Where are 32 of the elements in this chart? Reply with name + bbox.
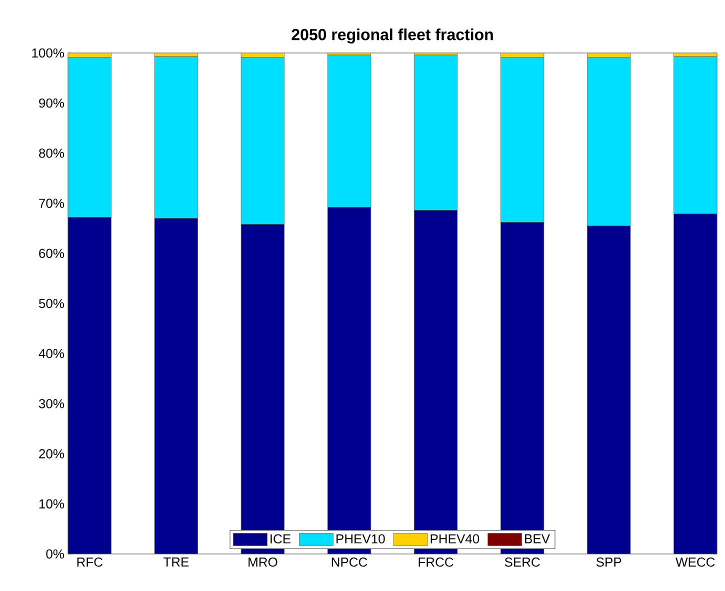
x-tick-label: RFC [77, 558, 102, 567]
legend-label: PHEV40 [430, 534, 480, 544]
x-tick-label: NPCC [332, 558, 368, 567]
y-tick-label: 60% [39, 248, 64, 258]
bar [674, 56, 718, 214]
y-tick-label: 20% [39, 449, 64, 458]
y-tick-label: 10% [39, 499, 64, 508]
x-tick-label: SERC [504, 558, 540, 567]
y-tick-label: 50% [38, 298, 64, 308]
y-tick-label: 30% [38, 399, 64, 408]
bar [500, 57, 544, 223]
legend-label: ICE [270, 534, 291, 544]
bar [154, 56, 198, 219]
x-tick-label: TRE [163, 558, 189, 566]
y-tick-label: 90% [39, 98, 64, 108]
x-tick-label: WECC [676, 558, 715, 567]
chart-title: 2050 regional fleet fraction [292, 28, 493, 44]
y-tick-label: 40% [38, 348, 64, 358]
y-tick-label: 70% [39, 198, 64, 208]
x-tick-label: SPP [596, 558, 622, 567]
bar [587, 57, 631, 226]
bar [240, 57, 285, 225]
y-tick-label: 0% [46, 549, 64, 559]
bar [68, 57, 112, 218]
legend-label: PHEV10 [336, 534, 385, 544]
x-tick-label: FRCC [418, 558, 454, 567]
bar [327, 54, 372, 208]
bar [414, 54, 458, 210]
x-tick-label: MRO [248, 558, 278, 567]
legend-label: BEV [525, 534, 550, 544]
y-tick-label: 100% [32, 48, 64, 58]
y-tick-label: 80% [39, 148, 64, 158]
